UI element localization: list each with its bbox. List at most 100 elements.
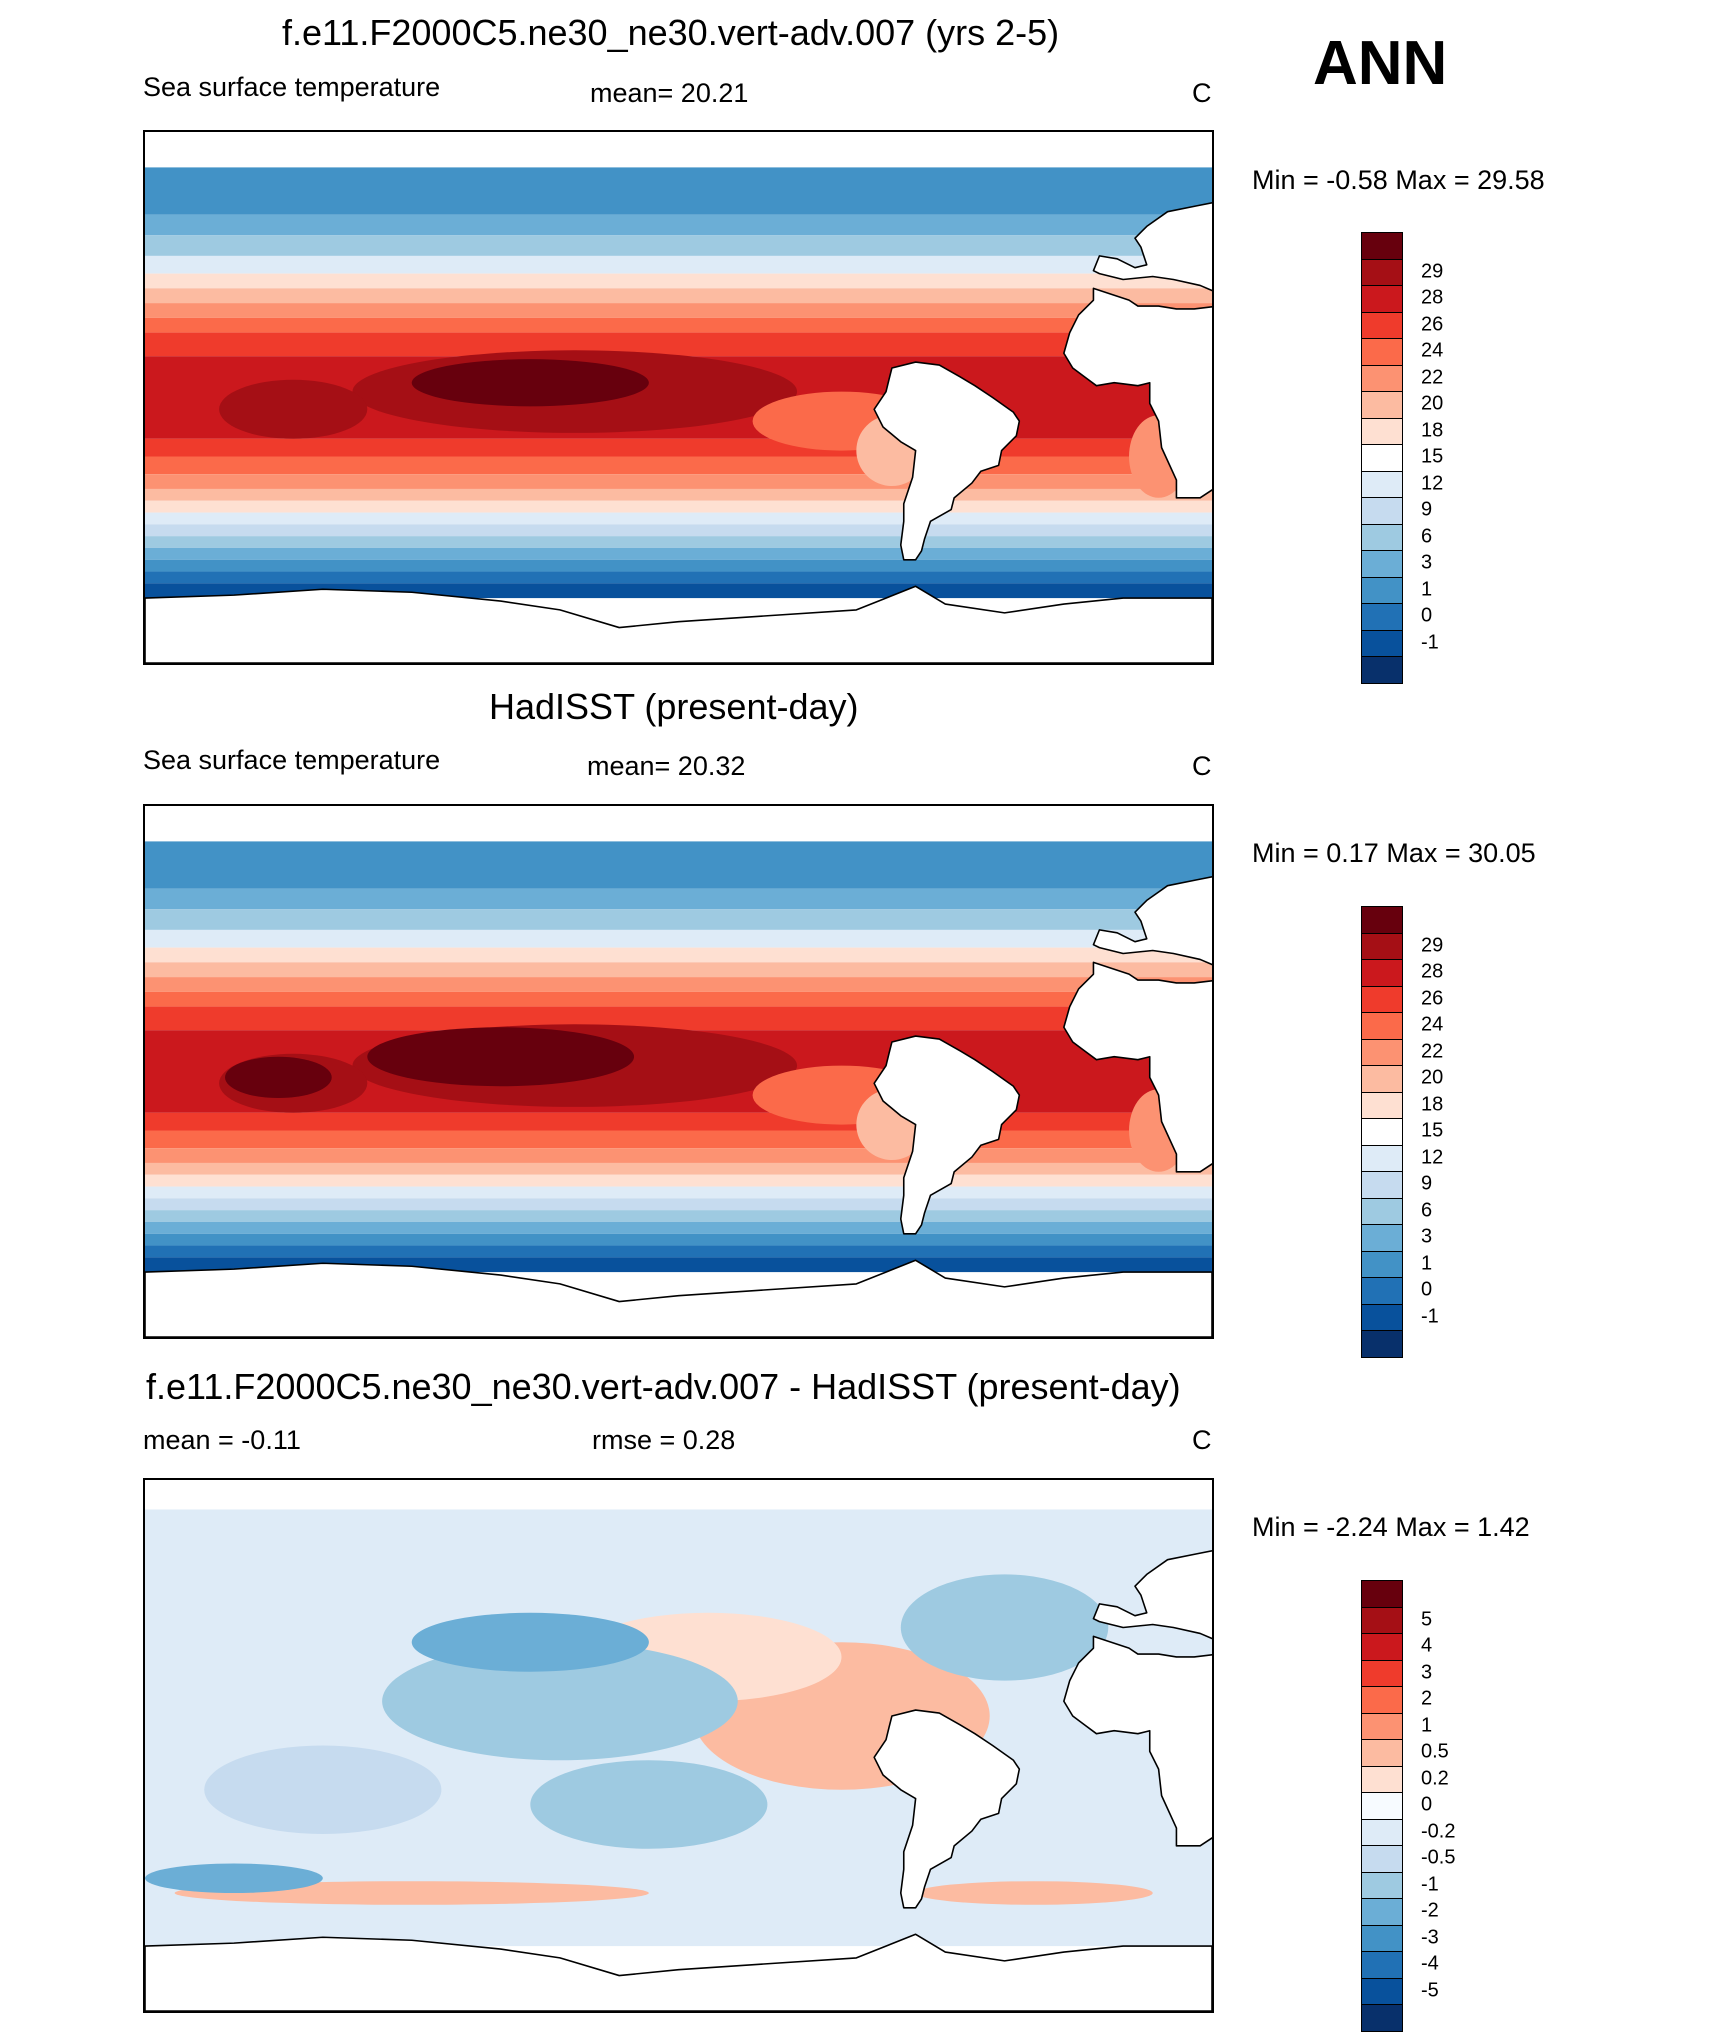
colorbar-tick-label: 18 — [1421, 419, 1444, 442]
colorbar-tick-label: 26 — [1421, 313, 1444, 336]
colorbar-swatch — [1361, 959, 1403, 987]
colorbar-swatch — [1361, 497, 1403, 525]
sst-band — [145, 888, 1212, 910]
sst-band — [145, 1186, 1212, 1199]
colorbar-swatch — [1361, 550, 1403, 578]
colorbar-tick-label: 0 — [1421, 1278, 1433, 1301]
sst-band — [145, 991, 1212, 1007]
land-outline — [1063, 287, 1212, 499]
sst-band — [145, 1112, 1212, 1131]
colorbar-tick-label: -5 — [1421, 1979, 1439, 2002]
colorbar-swatch — [1361, 1712, 1403, 1740]
colorbar-swatch — [1361, 1144, 1403, 1172]
panel-2-units-label: C — [1192, 751, 1212, 781]
colorbar-tick-label: 29 — [1421, 934, 1444, 957]
negative-anomaly-region — [204, 1745, 442, 1834]
warm-pool-core-region — [411, 359, 649, 407]
colorbar-swatch — [1361, 258, 1403, 286]
colorbar-tick-label: 12 — [1421, 1146, 1444, 1169]
sst-band — [145, 1174, 1212, 1187]
colorbar-tick-label: -0.5 — [1421, 1846, 1456, 1869]
colorbar-swatch — [1361, 523, 1403, 551]
colorbar-swatch — [1361, 985, 1403, 1013]
colorbar-tick-label: -2 — [1421, 1899, 1439, 1922]
colorbar-swatch — [1361, 1224, 1403, 1252]
negative-anomaly-region — [530, 1760, 768, 1849]
sst-band — [145, 332, 1212, 357]
sst-band — [145, 962, 1212, 978]
colorbar-swatch — [1361, 1250, 1403, 1278]
sst-band — [145, 524, 1212, 537]
colorbar-tick-label: -4 — [1421, 1952, 1439, 1975]
colorbar-tick-label: 24 — [1421, 1013, 1444, 1036]
colorbar-tick-label: 0 — [1421, 604, 1433, 627]
sst-band — [145, 273, 1212, 289]
sst-band — [145, 303, 1212, 318]
colorbar-tick-label: 28 — [1421, 286, 1444, 309]
panel-2-variable-label: Sea surface temperature — [143, 745, 441, 775]
sst-band — [145, 1148, 1212, 1163]
sst-band — [145, 841, 1212, 889]
colorbar-swatch — [1361, 417, 1403, 445]
colorbar-tick-label: -1 — [1421, 631, 1439, 654]
colorbar-tick-label: -1 — [1421, 1873, 1439, 1896]
sst-band — [145, 1162, 1212, 1175]
colorbar-tick-label: 2 — [1421, 1687, 1433, 1710]
negative-anomaly-region — [900, 1574, 1109, 1681]
panel-2-title: HadISST (present-day) — [489, 686, 859, 727]
sst-band — [145, 1210, 1212, 1222]
colorbar-tick-label: 22 — [1421, 366, 1444, 389]
panel-3-colorbar: 5 4 3 2 1 0.5 0.2 0 -0.2 -0.5 -1 -2 -3 -4 -5 — [1361, 1580, 1455, 2032]
no-data-region — [145, 1480, 1212, 1510]
colorbar-tick-label: 9 — [1421, 498, 1433, 521]
colorbar-swatch — [1361, 1633, 1403, 1661]
colorbar-swatch — [1361, 1924, 1403, 1952]
land-outline — [873, 1709, 1021, 1909]
colorbar-tick-label: -3 — [1421, 1926, 1439, 1949]
panel-3-rmse-label: rmse = 0.28 — [592, 1425, 736, 1455]
colorbar-tick-label: 0.2 — [1421, 1767, 1449, 1790]
land-outline — [145, 1933, 1212, 2011]
colorbar-swatch — [1361, 576, 1403, 604]
colorbar-swatch — [1361, 1277, 1403, 1305]
colorbar-swatch — [1361, 1091, 1403, 1119]
panel-1-minmax-label: Min = -0.58 Max = 29.58 — [1252, 165, 1545, 195]
colorbar-swatch — [1361, 1171, 1403, 1199]
negative-anomaly-region — [411, 1612, 649, 1672]
land-outline — [1092, 202, 1212, 292]
panel-1-variable-label: Sea surface temperature — [143, 72, 441, 102]
panel-1-map-svg — [145, 132, 1212, 663]
colorbar-swatch — [1361, 1765, 1403, 1793]
sst-band — [145, 456, 1212, 475]
colorbar-swatch — [1361, 1898, 1403, 1926]
colorbar-swatch — [1361, 629, 1403, 657]
colorbar-swatch — [1361, 1951, 1403, 1979]
season-label: ANN — [1313, 29, 1448, 98]
sst-band — [145, 571, 1212, 584]
colorbar-swatch — [1361, 364, 1403, 392]
colorbar-swatch — [1361, 1739, 1403, 1767]
colorbar-swatch — [1361, 1012, 1403, 1040]
colorbar-swatch — [1361, 285, 1403, 313]
panel-1-colorbar: 29 28 26 24 22 20 18 15 12 9 6 3 1 0 -1 — [1361, 232, 1443, 684]
colorbar-tick-label: 18 — [1421, 1093, 1444, 1116]
warm-pool-core-region — [367, 1027, 635, 1087]
colorbar-tick-label: 28 — [1421, 960, 1444, 983]
warm-pool-core-region — [225, 1056, 332, 1099]
sst-band — [145, 488, 1212, 501]
panel-3-mean-label: mean = -0.11 — [143, 1425, 301, 1455]
panel-1-title: f.e11.F2000C5.ne30_ne30.vert-adv.007 (yr… — [282, 12, 1060, 53]
panel-2-map — [143, 804, 1214, 1339]
colorbar-swatch — [1361, 338, 1403, 366]
colorbar-tick-label: 1 — [1421, 1714, 1433, 1737]
land-outline — [1063, 961, 1212, 1173]
panel-2-mean-label: mean= 20.32 — [587, 751, 746, 781]
colorbar-swatch — [1361, 932, 1403, 960]
colorbar-swatch — [1361, 906, 1403, 934]
colorbar-swatch — [1361, 2004, 1403, 2032]
sst-band — [145, 235, 1212, 256]
colorbar-swatch — [1361, 1977, 1403, 2005]
colorbar-swatch — [1361, 1118, 1403, 1146]
colorbar-tick-label: 15 — [1421, 445, 1444, 468]
colorbar-tick-label: 4 — [1421, 1634, 1433, 1657]
